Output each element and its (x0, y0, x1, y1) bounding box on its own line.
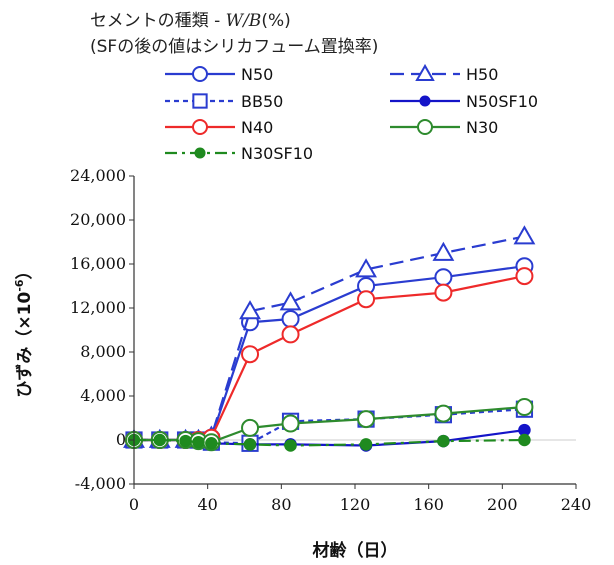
series-line-H50 (134, 235, 525, 442)
data-point (515, 398, 534, 416)
data-point (205, 437, 218, 450)
data-point (432, 241, 455, 261)
x-axis-label: 材齢（日） (313, 540, 398, 561)
data-point (279, 291, 302, 311)
legend-label: BB50 (241, 92, 283, 111)
title-line-2: (SFの後の値はシリカフューム置換率) (90, 37, 378, 57)
y-tick-label: 16,000 (70, 254, 126, 273)
legend-marker (417, 119, 433, 135)
legend-item-N30: N30 (390, 118, 498, 137)
legend-label: N50 (241, 65, 273, 84)
data-point (179, 434, 192, 448)
data-point (434, 404, 453, 423)
data-point (437, 434, 450, 448)
x-tick-label: 240 (561, 495, 592, 514)
data-point (355, 258, 377, 278)
legend-marker (192, 93, 208, 109)
data-point (357, 290, 376, 309)
legend-item-N30SF10: N30SF10 (165, 144, 313, 163)
legend-marker (192, 66, 208, 82)
legend-item-BB50: BB50 (165, 92, 283, 111)
data-point (513, 225, 536, 245)
series-line-N30 (134, 405, 525, 444)
plot-area (123, 225, 576, 452)
x-tick-label: 200 (487, 495, 518, 514)
data-point (434, 268, 453, 287)
chart-title: セメントの種類 - W/B(%) (SFの後の値はシリカフューム置換率) (90, 11, 378, 57)
y-tick-label: 0 (116, 430, 126, 449)
data-point (239, 300, 261, 320)
data-point (241, 345, 260, 364)
y-tick-label: 20,000 (70, 210, 126, 229)
legend-label: N40 (241, 118, 273, 137)
axes: -4,00004,0008,00012,00016,00020,00024,00… (70, 166, 591, 514)
data-point (243, 438, 257, 451)
data-point (515, 267, 534, 286)
legend-label: N30SF10 (241, 144, 313, 163)
data-point (281, 414, 300, 433)
data-point (153, 433, 167, 447)
legend-label: H50 (466, 65, 498, 84)
x-tick-label: 80 (271, 495, 291, 514)
x-tick-label: 0 (129, 495, 139, 514)
legend-item-N50: N50 (165, 65, 273, 84)
legend-item-H50: H50 (390, 63, 498, 84)
series-H50 (123, 225, 536, 448)
x-tick-label: 120 (340, 495, 371, 514)
y-axis-label: ひずみ（×10-6） (13, 262, 35, 397)
x-tick-label: 160 (413, 495, 444, 514)
data-point (281, 310, 300, 328)
data-point (434, 283, 453, 302)
title-line-1: セメントの種類 - W/B(%) (90, 11, 291, 31)
legend-marker (194, 147, 206, 159)
y-tick-label: 24,000 (70, 166, 126, 185)
legend-item-N40: N40 (165, 118, 273, 137)
axis-labels: 材齢（日） ひずみ（×10-6） (13, 262, 398, 561)
legend-marker (192, 119, 208, 135)
y-tick-label: -4,000 (75, 474, 126, 493)
y-tick-label: 4,000 (80, 386, 126, 405)
y-tick-label: 12,000 (70, 298, 126, 317)
legend-marker (415, 63, 435, 82)
legend-item-N50SF10: N50SF10 (390, 92, 538, 111)
y-tick-label: 8,000 (80, 342, 126, 361)
legend-marker (419, 95, 431, 107)
x-tick-label: 40 (197, 495, 217, 514)
data-point (359, 438, 373, 451)
data-point (518, 433, 531, 447)
legend-label: N30 (466, 118, 498, 137)
data-point (281, 325, 300, 344)
data-point (241, 418, 260, 437)
data-point (192, 435, 205, 449)
data-point (284, 439, 297, 452)
data-point (357, 410, 376, 429)
legend: N50 H50 BB50 N50SF10 N40 N30 N30SF10 (165, 63, 538, 163)
series-line-N40 (134, 275, 525, 442)
legend-label: N50SF10 (466, 92, 538, 111)
